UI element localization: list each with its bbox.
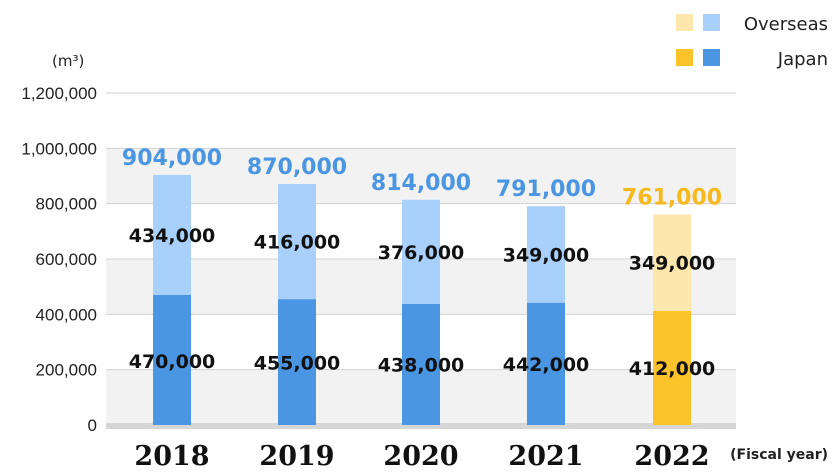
bars: 470,000 434,000 904,000 455,000 416,000 870,0… (122, 146, 722, 425)
x-tick-label: 2021 (508, 441, 583, 472)
legend-swatch-japan-highlight (676, 49, 693, 66)
bar-japan (653, 311, 691, 425)
legend: Overseas Japan (676, 14, 828, 70)
data-label-japan: 455,000 (254, 353, 341, 375)
bar-overseas (527, 206, 565, 303)
x-tick-label: 2022 (634, 441, 709, 472)
bar-overseas (153, 174, 191, 295)
y-unit-label: (m³) (52, 52, 84, 70)
bar-japan (278, 299, 316, 425)
bar-overseas (653, 214, 691, 312)
bar-japan (527, 302, 565, 425)
data-label-overseas: 434,000 (129, 225, 216, 247)
data-label-japan: 412,000 (629, 358, 716, 380)
y-tick-label: 1,200,000 (21, 84, 97, 103)
x-tick-label: 2018 (134, 441, 209, 472)
total-label: 814,000 (371, 171, 471, 196)
data-label-overseas: 416,000 (254, 232, 341, 254)
legend-swatch-overseas (703, 14, 720, 31)
bar-group-2021: 442,000 349,000 791,000 (496, 177, 596, 425)
y-tick-label: 600,000 (36, 250, 97, 269)
y-tick-label: 200,000 (36, 361, 97, 380)
data-label-overseas: 376,000 (378, 242, 465, 264)
x-tick-label: 2020 (383, 441, 458, 472)
bar-group-2019: 455,000 416,000 870,000 (247, 155, 347, 425)
y-tick-label: 0 (88, 416, 97, 435)
bar-japan (153, 294, 191, 425)
bar-group-2022: 412,000 349,000 761,000 (622, 185, 722, 425)
x-tick-label: 2019 (259, 441, 334, 472)
data-label-japan: 442,000 (503, 354, 590, 376)
legend-label-japan: Japan (777, 49, 828, 70)
total-label: 761,000 (622, 185, 722, 210)
total-label: 904,000 (122, 146, 222, 171)
legend-swatch-overseas-highlight (676, 14, 693, 31)
bar-japan (402, 303, 440, 425)
x-axis: (Fiscal year) 2018 2019 2020 2021 2022 (134, 441, 828, 472)
bar-group-2020: 438,000 376,000 814,000 (371, 171, 471, 425)
bar-overseas (402, 199, 440, 304)
data-label-japan: 438,000 (378, 355, 465, 377)
total-label: 791,000 (496, 177, 596, 202)
data-label-overseas: 349,000 (629, 253, 716, 275)
y-tick-label: 1,000,000 (21, 139, 97, 158)
bar-overseas (278, 184, 316, 300)
legend-swatch-japan (703, 49, 720, 66)
x-axis-label: (Fiscal year) (730, 447, 828, 463)
data-label-overseas: 349,000 (503, 244, 590, 266)
legend-label-overseas: Overseas (744, 14, 828, 35)
y-tick-label: 800,000 (36, 195, 97, 214)
plot-band (106, 148, 736, 204)
bar-group-2018: 470,000 434,000 904,000 (122, 146, 222, 425)
x-axis-baseline (106, 423, 736, 429)
y-axis: (m³) 0 200,000 400,000 600,000 800,000 1,000,… (21, 52, 97, 435)
data-label-japan: 470,000 (129, 351, 216, 373)
total-label: 870,000 (247, 155, 347, 180)
y-tick-label: 400,000 (36, 305, 97, 324)
